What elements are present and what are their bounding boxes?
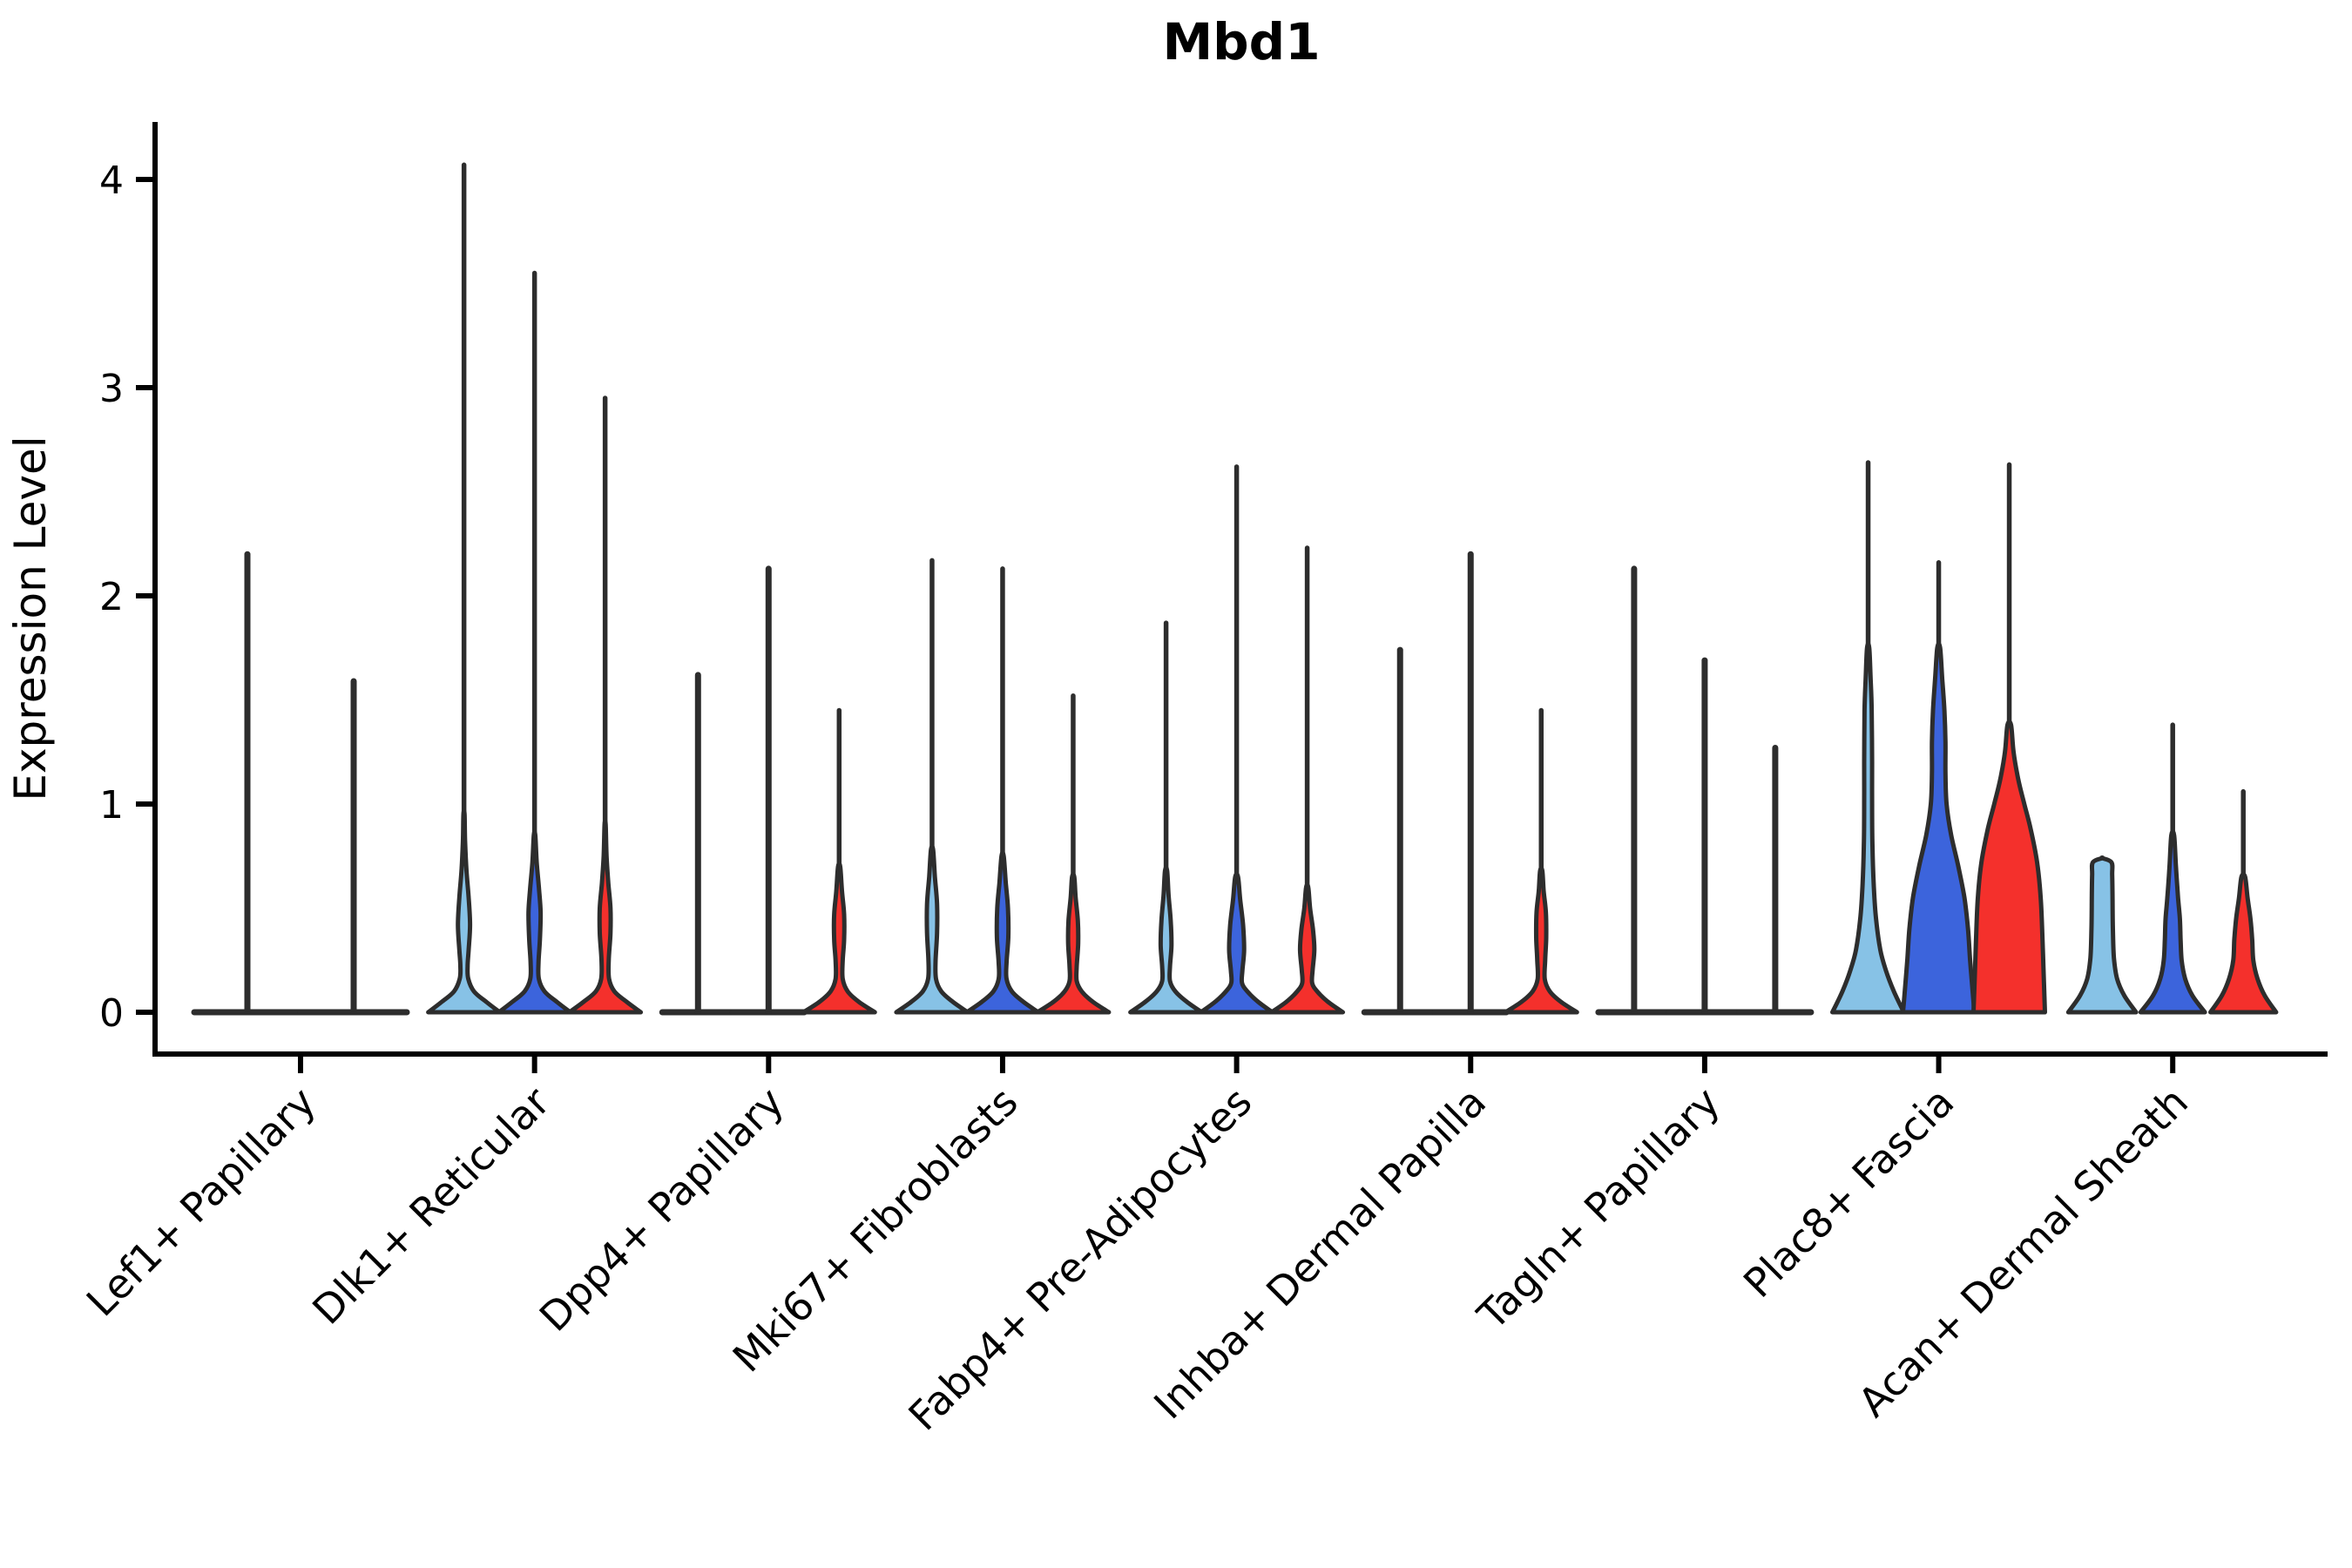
violin-group-1: [191, 551, 410, 1016]
violin-group-5: [1128, 464, 1346, 1015]
x-tick-label: Tagln+ Papillary: [1468, 1078, 1729, 1340]
violin-body-g4-v3: [1035, 872, 1112, 1015]
violin-body-g2-v2: [497, 829, 573, 1015]
y-tick-label: 1: [99, 783, 124, 828]
violin-body-g2-v3: [567, 818, 644, 1015]
y-tick-label: 2: [99, 575, 124, 619]
y-tick-label: 4: [99, 159, 124, 203]
violin-body-g9-v1: [2065, 855, 2139, 1015]
y-axis-title: Expression Level: [5, 436, 56, 801]
y-tick-label: 3: [99, 367, 124, 411]
violin-body-g9-v2: [2138, 828, 2207, 1015]
x-tick-label: Plac8+ Fascia: [1734, 1078, 1963, 1307]
violin-group-3: [659, 565, 877, 1016]
violin-group-9: [2065, 722, 2279, 1015]
violin-body-g2-v1: [426, 808, 503, 1015]
violin-body-g3-v3: [801, 861, 877, 1015]
x-tick-label: Dlk1+ Reticular: [303, 1078, 558, 1334]
x-tick-label: Lef1+ Papillary: [78, 1078, 325, 1326]
violin-group-7: [1595, 565, 1815, 1016]
violin-body-g5-v2: [1199, 871, 1275, 1015]
violin-body-g4-v1: [894, 844, 970, 1015]
violin-body-g8-v2: [1901, 641, 1977, 1015]
x-tick-label: Dpp4+ Papillary: [531, 1078, 793, 1341]
violin-group-6: [1361, 551, 1579, 1016]
violin-body-g6-v3: [1503, 866, 1579, 1015]
violin-group-8: [1830, 460, 2047, 1015]
violins-layer: [191, 162, 2279, 1016]
y-tick-label: 0: [99, 991, 124, 1036]
violin-body-g4-v2: [964, 850, 1041, 1015]
violin-group-2: [426, 162, 644, 1015]
violin-group-4: [894, 558, 1112, 1015]
violin-body-g8-v1: [1830, 641, 1906, 1015]
violin-body-g5-v3: [1269, 882, 1346, 1015]
chart-title: Mbd1: [1162, 12, 1320, 71]
violin-body-g5-v1: [1128, 865, 1205, 1015]
violin-body-g8-v3: [1971, 719, 2047, 1015]
violin-body-g9-v3: [2208, 872, 2279, 1015]
